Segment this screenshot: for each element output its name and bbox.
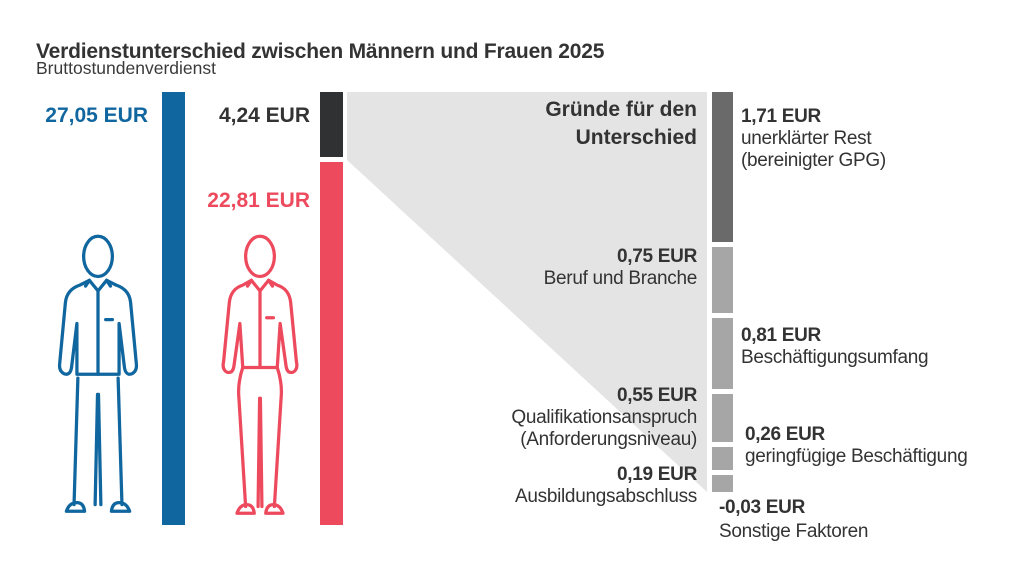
factor-label-beschaeftigungsumfang: 0,81 EUR Beschäftigungsumfang bbox=[741, 325, 929, 369]
factor-value: 0,19 EUR bbox=[617, 464, 697, 485]
factor-text: Qualifikationsanspruch bbox=[511, 407, 697, 428]
breakdown-segment-1 bbox=[712, 92, 733, 242]
factor-label-ausbildungsabschluss: 0,19 EUR Ausbildungsabschluss bbox=[515, 464, 697, 508]
man-icon bbox=[57, 234, 139, 513]
page-subtitle: Bruttostundenverdienst bbox=[36, 58, 216, 78]
breakdown-segment-2 bbox=[712, 247, 733, 313]
factor-value: 0,81 EUR bbox=[741, 325, 821, 346]
factor-text: (bereinigter GPG) bbox=[741, 150, 886, 171]
women-earnings-bar bbox=[320, 162, 343, 525]
factor-text: geringfügige Beschäftigung bbox=[745, 446, 968, 467]
reasons-heading-line2: Unterschied bbox=[575, 126, 697, 149]
factor-label-geringfuegige-beschaeftigung: 0,26 EUR geringfügige Beschäftigung bbox=[745, 424, 968, 468]
factor-label-beruf-und-branche: 0,75 EUR Beruf und Branche bbox=[543, 246, 698, 290]
factor-value: 0,26 EUR bbox=[745, 424, 825, 445]
women-value-label: 22,81 EUR bbox=[207, 189, 310, 212]
gap-value-label: 4,24 EUR bbox=[218, 104, 310, 127]
breakdown-segment-5 bbox=[712, 447, 733, 470]
men-earnings-bar bbox=[162, 92, 185, 525]
factor-label-qualifikationsanspruch: 0,55 EUR Qualifikationsanspruch (Anforde… bbox=[511, 385, 697, 451]
factor-label-sonstige-faktoren: -0,03 EUR Sonstige Faktoren bbox=[719, 496, 868, 544]
factor-text: Ausbildungsabschluss bbox=[514, 486, 697, 507]
men-value-label: 27,05 EUR bbox=[45, 104, 148, 127]
factor-label-unerklaerter-rest: 1,71 EUR unerklärter Rest (bereinigter G… bbox=[741, 106, 886, 172]
factor-value: 1,71 EUR bbox=[741, 106, 821, 127]
woman-icon bbox=[221, 234, 299, 515]
page-title: Verdienstunterschied zwischen Männern un… bbox=[36, 40, 605, 64]
factor-text: Sonstige Faktoren bbox=[719, 521, 869, 542]
factor-value: -0,03 EUR bbox=[719, 497, 806, 518]
factor-text: Beschäftigungsumfang bbox=[741, 347, 929, 368]
breakdown-segment-3 bbox=[712, 318, 733, 389]
factor-text: Beruf und Branche bbox=[543, 268, 698, 289]
factor-text: unerklärter Rest bbox=[741, 128, 872, 149]
reasons-heading: Gründe für den Unterschied bbox=[545, 96, 697, 152]
gap-breakdown-bar bbox=[712, 0, 733, 576]
breakdown-segment-6 bbox=[712, 475, 733, 492]
reasons-heading-line1: Gründe für den bbox=[545, 98, 697, 121]
factor-text: (Anforderungsniveau) bbox=[520, 429, 697, 450]
breakdown-segment-4 bbox=[712, 394, 733, 442]
gap-bar-segment bbox=[320, 92, 343, 157]
factor-value: 0,75 EUR bbox=[617, 246, 697, 267]
factor-value: 0,55 EUR bbox=[617, 385, 697, 406]
